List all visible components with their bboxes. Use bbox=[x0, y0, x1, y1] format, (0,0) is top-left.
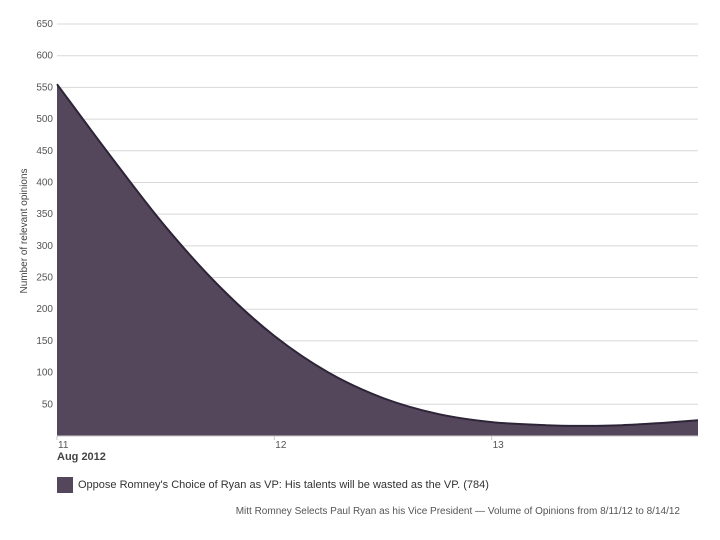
series-line bbox=[56, 83, 699, 427]
y-tick-label: 100 bbox=[36, 368, 53, 379]
chart-caption: Mitt Romney Selects Paul Ryan as his Vic… bbox=[235, 506, 680, 517]
y-axis-title: Number of relevant opinions bbox=[19, 168, 30, 293]
legend-swatch bbox=[57, 477, 73, 493]
x-tick-label: 13 bbox=[493, 440, 505, 451]
y-tick-label: 600 bbox=[36, 51, 53, 62]
y-tick-label: 450 bbox=[36, 146, 53, 157]
x-axis-month-label: Aug 2012 bbox=[57, 451, 106, 463]
legend[interactable]: Oppose Romney's Choice of Ryan as VP: Hi… bbox=[57, 477, 489, 493]
series-area-layer bbox=[56, 83, 699, 436]
axes: 50 100 150 200 250 300 350 400 450 500 550 600 650 11… bbox=[36, 19, 698, 451]
y-tick-label: 650 bbox=[36, 19, 53, 30]
y-tick-label: 150 bbox=[36, 336, 53, 347]
y-tick-label: 50 bbox=[42, 399, 54, 410]
y-tick-label: 250 bbox=[36, 273, 53, 284]
x-tick-label: 11 bbox=[58, 440, 69, 451]
y-tick-label: 500 bbox=[36, 114, 53, 125]
y-tick-label: 350 bbox=[36, 209, 53, 220]
x-tick-label: 12 bbox=[275, 440, 287, 451]
legend-label: Oppose Romney's Choice of Ryan as VP: Hi… bbox=[78, 479, 489, 491]
y-tick-label: 200 bbox=[36, 304, 53, 315]
series-area[interactable] bbox=[57, 84, 698, 436]
y-tick-label: 550 bbox=[36, 82, 53, 93]
y-tick-label: 300 bbox=[36, 241, 53, 252]
area-chart: 50 100 150 200 250 300 350 400 450 500 550 600 650 11… bbox=[19, 19, 699, 463]
y-tick-label: 400 bbox=[36, 177, 53, 188]
